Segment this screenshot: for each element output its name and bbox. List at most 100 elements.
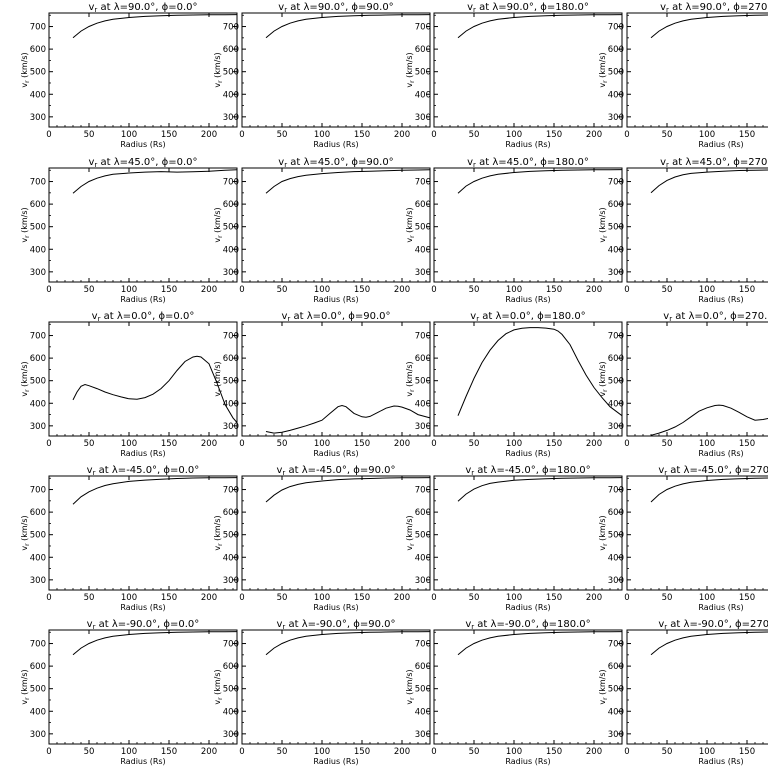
x-tick-label: 150 xyxy=(161,747,177,757)
y-tick-label: 500 xyxy=(30,685,46,695)
x-tick-label: 0 xyxy=(239,285,244,295)
panel-5: vr at λ=45.0°, ϕ=0.0° 0 50 100 150 200 300 400 5… xyxy=(20,157,238,304)
x-axis-label: Radius (Rs) xyxy=(120,295,165,304)
panel-9: vr at λ=0.0°, ϕ=0.0° 0 50 100 150 200 300 400 50… xyxy=(20,311,238,458)
plot-frame xyxy=(433,167,623,283)
x-tick-label: 150 xyxy=(739,285,755,295)
series-line xyxy=(265,169,431,194)
y-tick-label: 700 xyxy=(608,486,624,496)
series-line xyxy=(265,631,431,656)
x-tick-label: 50 xyxy=(84,439,95,449)
y-tick-label: 700 xyxy=(223,640,239,650)
y-axis-label: vr (km/s) xyxy=(20,669,31,704)
y-axis-label: vr (km/s) xyxy=(213,207,224,242)
x-tick-label: 100 xyxy=(699,130,715,140)
y-tick-label: 300 xyxy=(415,730,431,740)
x-tick-label: 100 xyxy=(506,747,522,757)
panel-title: vr at λ=90.0°, ϕ=270.0° xyxy=(660,2,768,14)
x-tick-label: 50 xyxy=(277,593,288,603)
series-line xyxy=(457,327,623,417)
x-tick-label: 100 xyxy=(121,285,137,295)
y-tick-label: 500 xyxy=(223,377,239,387)
y-tick-label: 400 xyxy=(415,553,431,563)
y-tick-label: 300 xyxy=(223,268,239,278)
y-tick-label: 300 xyxy=(30,268,46,278)
x-tick-label: 50 xyxy=(469,285,480,295)
x-tick-label: 50 xyxy=(277,285,288,295)
y-tick-label: 300 xyxy=(608,730,624,740)
y-tick-label: 300 xyxy=(223,576,239,586)
y-tick-label: 400 xyxy=(608,245,624,255)
x-tick-label: 150 xyxy=(546,593,562,603)
y-tick-label: 300 xyxy=(30,576,46,586)
y-tick-label: 600 xyxy=(415,354,431,364)
x-tick-label: 150 xyxy=(161,130,177,140)
y-tick-label: 600 xyxy=(415,200,431,210)
y-tick-label: 500 xyxy=(30,68,46,78)
plot-frame xyxy=(48,629,238,745)
series-line xyxy=(457,631,623,656)
y-axis-label: vr (km/s) xyxy=(213,361,224,396)
panel-title: vr at λ=-45.0°, ϕ=0.0° xyxy=(87,465,200,477)
x-tick-label: 100 xyxy=(699,593,715,603)
x-tick-label: 200 xyxy=(586,285,602,295)
panel-13: vr at λ=-45.0°, ϕ=0.0° 0 50 100 150 200 300 400… xyxy=(20,465,238,612)
y-axis-label: vr (km/s) xyxy=(598,52,609,87)
x-tick-label: 0 xyxy=(239,439,244,449)
series-line xyxy=(72,477,238,505)
series-line xyxy=(72,169,238,194)
y-axis-label: vr (km/s) xyxy=(405,515,416,550)
x-tick-label: 150 xyxy=(354,285,370,295)
y-tick-label: 300 xyxy=(223,422,239,432)
y-tick-label: 400 xyxy=(608,707,624,717)
x-tick-label: 100 xyxy=(506,593,522,603)
series-line xyxy=(457,169,623,194)
panel-20: vr at λ=-90.0°, ϕ=270.0°0501001502003004… xyxy=(598,619,768,766)
x-tick-label: 0 xyxy=(624,285,629,295)
x-tick-label: 200 xyxy=(394,593,410,603)
plot-frame xyxy=(241,321,431,437)
x-tick-label: 150 xyxy=(546,747,562,757)
y-tick-label: 500 xyxy=(608,685,624,695)
x-tick-label: 0 xyxy=(46,593,51,603)
y-tick-label: 500 xyxy=(415,223,431,233)
panel-title: vr at λ=-45.0°, ϕ=270.0° xyxy=(658,465,768,477)
x-tick-label: 150 xyxy=(161,439,177,449)
x-tick-label: 150 xyxy=(739,439,755,449)
y-tick-label: 300 xyxy=(608,576,624,586)
series-line xyxy=(650,477,768,503)
y-tick-label: 500 xyxy=(608,531,624,541)
panel-title: vr at λ=0.0°, ϕ=0.0° xyxy=(92,311,195,323)
x-tick-label: 50 xyxy=(469,439,480,449)
x-tick-label: 100 xyxy=(121,593,137,603)
series-line xyxy=(650,14,768,39)
series-line xyxy=(265,477,431,503)
x-tick-label: 0 xyxy=(431,593,436,603)
y-tick-label: 600 xyxy=(30,200,46,210)
y-tick-label: 500 xyxy=(415,377,431,387)
x-axis-label: Radius (Rs) xyxy=(505,140,550,149)
x-tick-label: 100 xyxy=(121,130,137,140)
x-tick-label: 50 xyxy=(84,747,95,757)
series-line xyxy=(457,14,623,39)
plot-frame xyxy=(48,12,238,128)
series-line xyxy=(650,631,768,656)
y-tick-label: 400 xyxy=(30,707,46,717)
y-tick-label: 600 xyxy=(608,200,624,210)
series-line xyxy=(72,14,238,39)
y-tick-label: 700 xyxy=(30,178,46,188)
panel-11: vr at λ=0.0°, ϕ=180.0° 0 50 100 150 200 300 400… xyxy=(405,311,623,458)
y-axis-label: vr (km/s) xyxy=(20,515,31,550)
panel-3: vr at λ=90.0°, ϕ=180.0° 0 50 100 150 200 300 40… xyxy=(405,2,623,149)
plot-frame xyxy=(241,475,431,591)
x-tick-label: 50 xyxy=(662,593,673,603)
series-line xyxy=(265,14,431,39)
x-tick-label: 100 xyxy=(314,593,330,603)
x-axis-label: Radius (Rs) xyxy=(313,295,358,304)
y-tick-label: 300 xyxy=(30,113,46,123)
x-tick-label: 200 xyxy=(394,747,410,757)
y-tick-label: 300 xyxy=(608,268,624,278)
x-axis-label: Radius (Rs) xyxy=(313,449,358,458)
x-axis-label: Radius (Rs) xyxy=(505,603,550,612)
y-tick-label: 700 xyxy=(415,486,431,496)
